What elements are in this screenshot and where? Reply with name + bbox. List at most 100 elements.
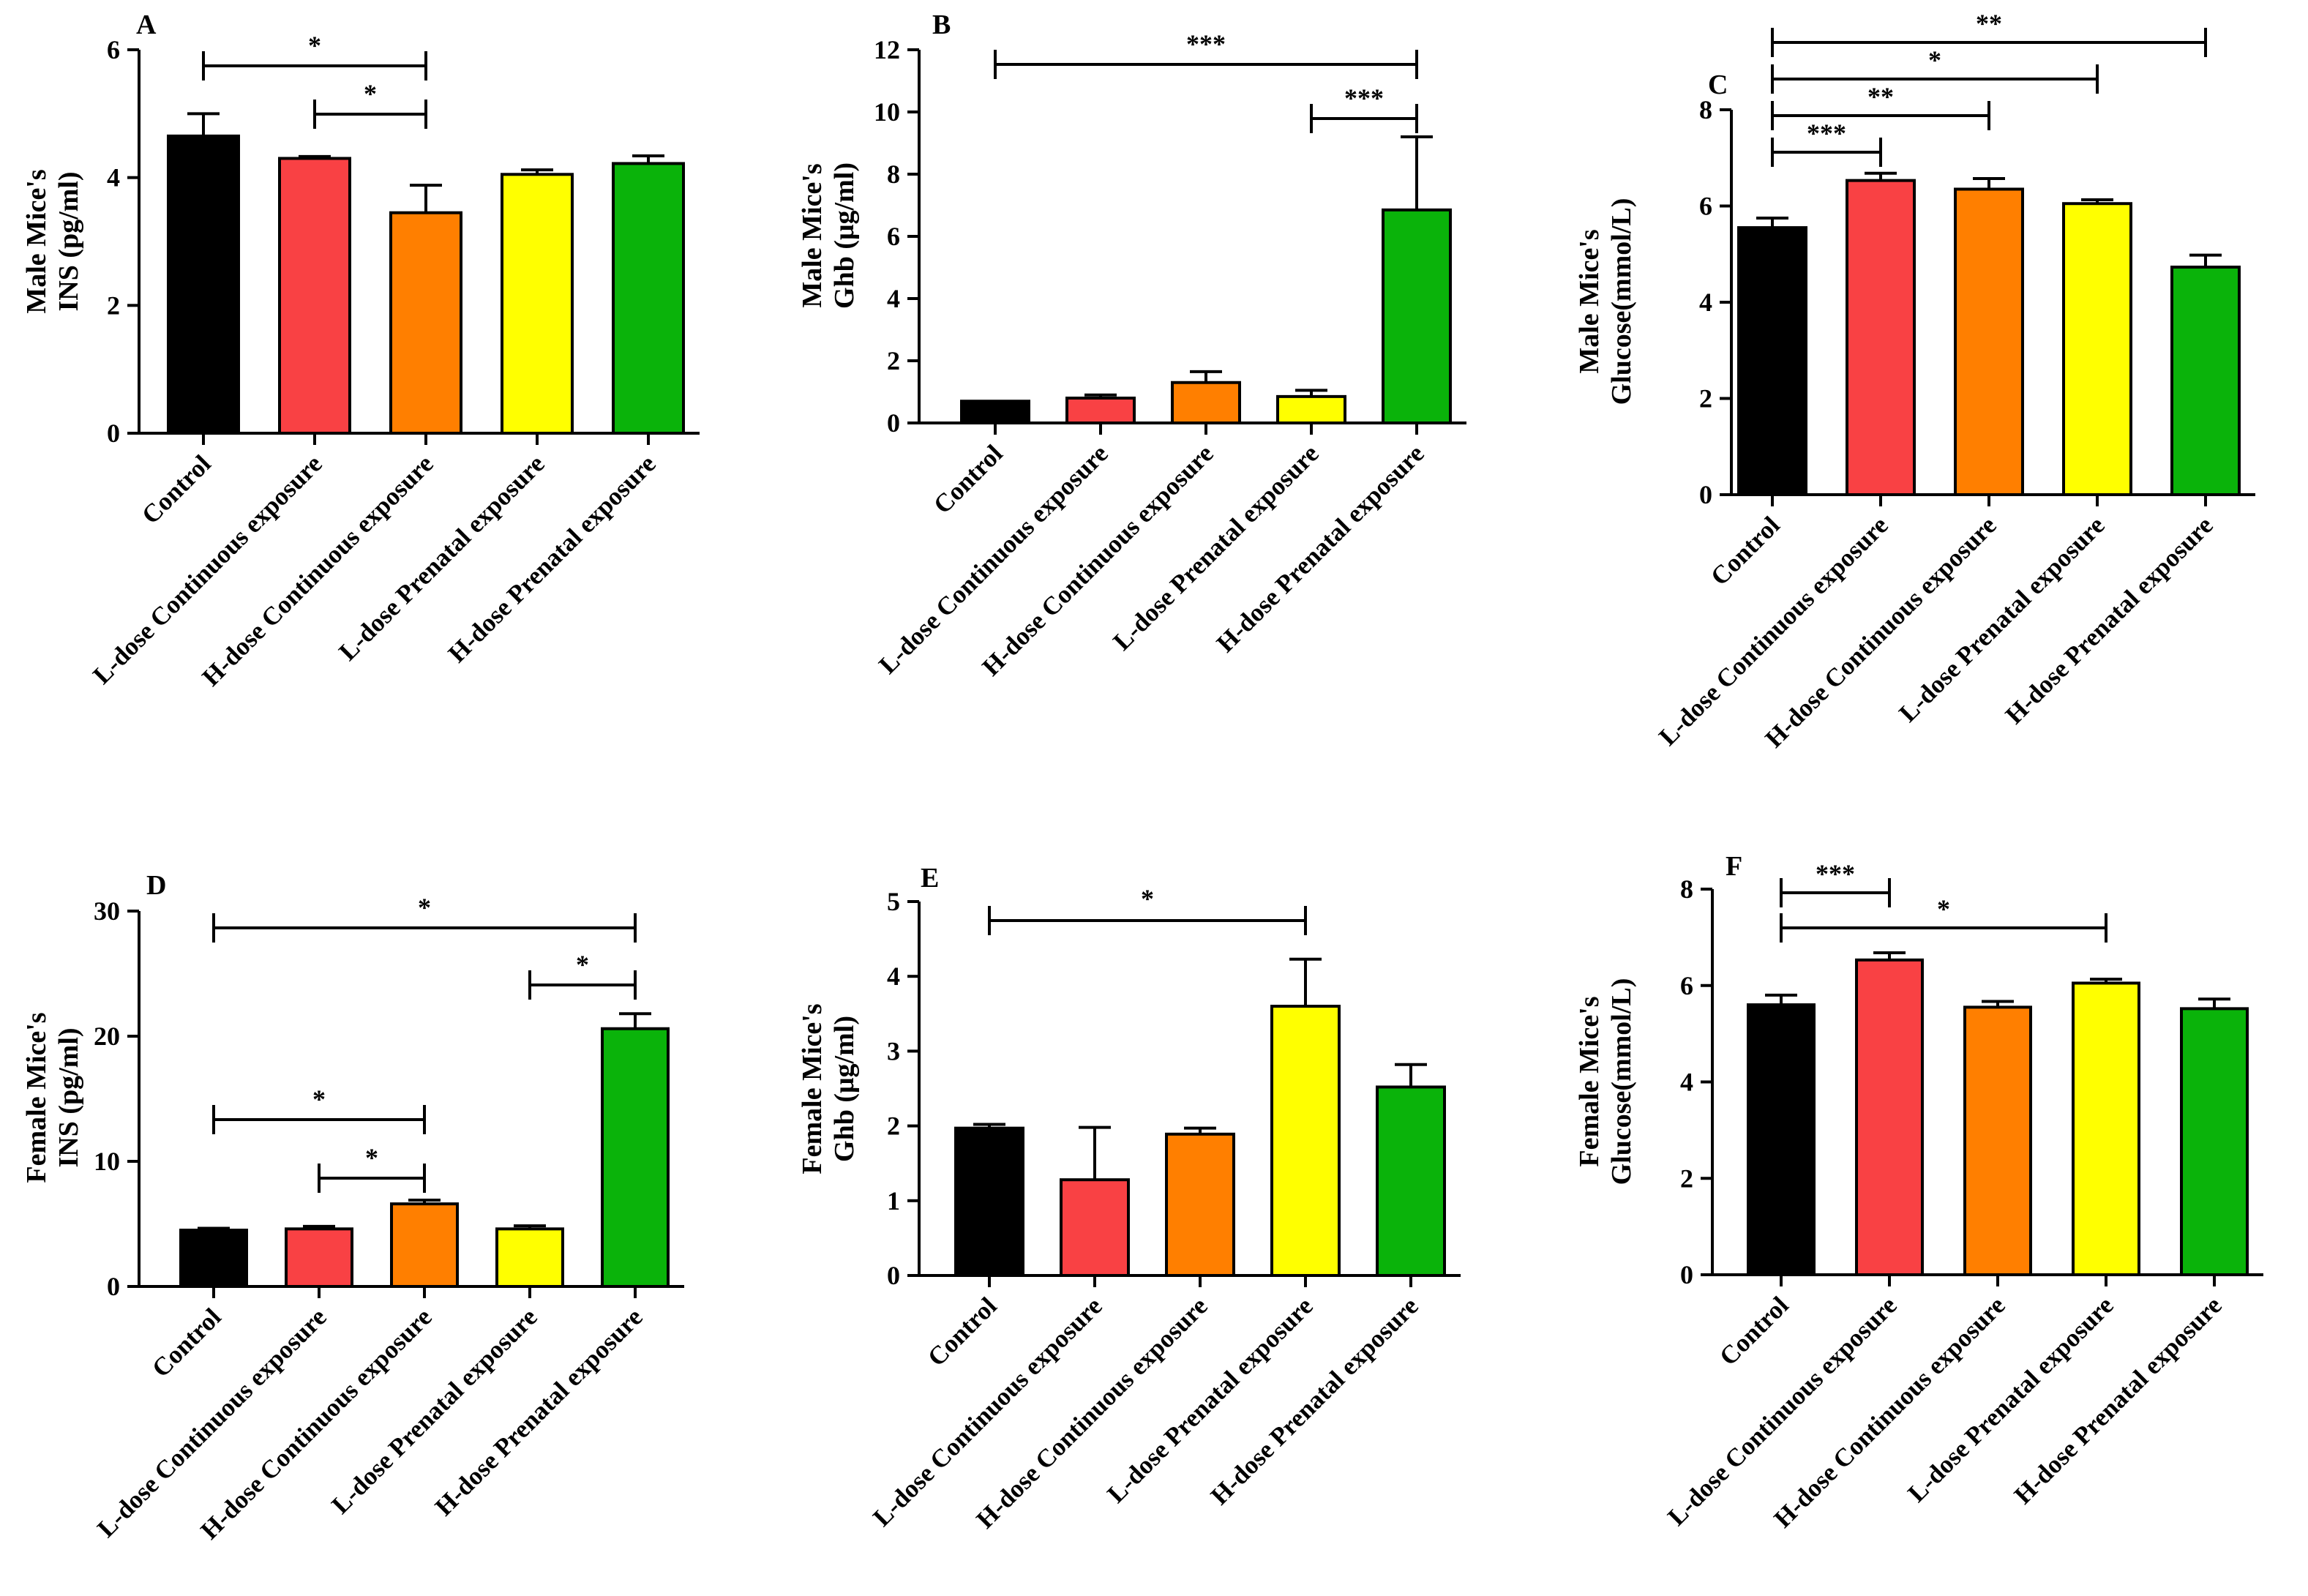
significance-label: * xyxy=(418,893,431,922)
bar xyxy=(954,1126,1024,1278)
y-tick-label: 2 xyxy=(887,346,900,375)
y-tick-label: 0 xyxy=(1680,1260,1693,1289)
significance-label: ** xyxy=(1976,9,2002,38)
x-category-label: Control xyxy=(1714,1291,1794,1371)
significance-bracket xyxy=(202,51,427,80)
y-tick-label: 0 xyxy=(887,1261,900,1290)
significance-label: * xyxy=(1141,884,1154,913)
y-tick-label: 4 xyxy=(1699,288,1712,317)
y-tick-label: 0 xyxy=(107,419,120,448)
y-axis-label-line: Ghb (μg/ml) xyxy=(829,1016,860,1162)
significance-label: * xyxy=(576,950,589,979)
bar xyxy=(179,1229,248,1289)
y-axis-label-line: INS (pg/ml) xyxy=(53,171,84,311)
y-axis-label: Male Mice'sGlucose(mmol/L) xyxy=(1574,198,1637,405)
x-category-label: L-dose Continuous exposure xyxy=(1653,511,1893,751)
significance-label: * xyxy=(364,79,377,108)
bar xyxy=(2062,202,2132,496)
y-axis-label-line: Male Mice's xyxy=(21,169,52,313)
significance-bracket xyxy=(313,100,427,129)
bar xyxy=(1954,187,2024,496)
x-category-label: H-dose Continuous exposure xyxy=(1760,511,2002,753)
bar xyxy=(1165,1132,1235,1278)
x-category-label: H-dose Prenatal exposure xyxy=(430,1303,648,1521)
y-tick-label: 4 xyxy=(107,163,120,192)
x-category-label: L-dose Prenatal exposure xyxy=(326,1303,543,1519)
y-tick-label: 1 xyxy=(887,1186,900,1215)
y-axis-label-line: Ghb (μg/ml) xyxy=(829,162,860,309)
y-tick-label: 0 xyxy=(1699,480,1712,509)
panel-letter: F xyxy=(1726,851,1742,882)
bar xyxy=(1276,394,1346,424)
bar xyxy=(1737,226,1807,496)
y-axis-label-line: Female Mice's xyxy=(21,1012,52,1183)
y-axis-label: Female Mice'sGhb (μg/ml) xyxy=(797,1003,860,1174)
bar xyxy=(1846,179,1916,496)
y-tick-label: 6 xyxy=(887,222,900,251)
y-tick-label: 4 xyxy=(887,284,900,313)
significance-bracket xyxy=(1780,878,1891,907)
panel-letter: E xyxy=(921,863,939,893)
bar xyxy=(278,157,351,435)
y-axis-label-line: INS (pg/ml) xyxy=(53,1027,84,1167)
significance-bracket xyxy=(212,1105,426,1134)
significance-label: * xyxy=(365,1143,378,1172)
y-tick-label: 20 xyxy=(94,1022,120,1051)
y-axis-label: Female Mice'sINS (pg/ml) xyxy=(21,1012,84,1183)
y-axis-label-line: Female Mice's xyxy=(1574,996,1605,1166)
y-tick-label: 5 xyxy=(887,887,900,916)
y-tick-label: 10 xyxy=(94,1147,120,1176)
bar xyxy=(612,162,685,435)
y-tick-label: 3 xyxy=(887,1036,900,1065)
panel-letter: D xyxy=(146,870,166,901)
significance-bracket xyxy=(988,906,1307,935)
x-category-label: Control xyxy=(146,1303,227,1383)
significance-bracket xyxy=(528,970,637,1000)
panel-letter: B xyxy=(932,10,951,40)
y-axis-label-line: Glucose(mmol/L) xyxy=(1606,198,1637,405)
significance-label: * xyxy=(1928,45,1941,75)
significance-label: * xyxy=(308,31,321,60)
bar xyxy=(2180,1007,2249,1276)
panel-f: F 0 2 4 6 8 Female Mice'sGlucose(mmol/L) Contro… xyxy=(1574,851,2263,1533)
y-tick-label: 2 xyxy=(887,1112,900,1141)
x-category-label: Control xyxy=(922,1292,1003,1372)
bar xyxy=(1065,397,1136,424)
bar xyxy=(1747,1003,1816,1276)
y-axis-label: Male Mice'sGhb (μg/ml) xyxy=(797,162,860,309)
bar xyxy=(495,1227,564,1288)
x-category-label: L-dose Continuous exposure xyxy=(87,449,327,689)
significance-bracket xyxy=(1771,28,2207,57)
significance-bracket xyxy=(994,50,1418,79)
y-tick-label: 6 xyxy=(107,35,120,64)
y-tick-label: 6 xyxy=(1699,192,1712,221)
bar xyxy=(167,134,240,435)
bar xyxy=(1171,381,1241,424)
bar xyxy=(2072,981,2140,1277)
y-tick-label: 8 xyxy=(887,160,900,189)
bar xyxy=(1376,1085,1446,1278)
significance-label: *** xyxy=(1186,29,1226,59)
x-category-label: Control xyxy=(928,439,1008,520)
bar xyxy=(389,211,462,435)
significance-label: *** xyxy=(1816,859,1855,888)
bar xyxy=(601,1027,670,1288)
x-category-label: L-dose Prenatal exposure xyxy=(1108,439,1325,656)
y-tick-label: 12 xyxy=(874,35,900,64)
y-tick-label: 4 xyxy=(887,962,900,991)
significance-label: *** xyxy=(1807,119,1846,148)
x-category-label: H-dose Prenatal exposure xyxy=(1211,439,1430,658)
significance-bracket xyxy=(1310,104,1418,133)
y-axis-label: Female Mice'sGlucose(mmol/L) xyxy=(1574,978,1637,1185)
x-category-label: L-dose Continuous exposure xyxy=(91,1303,331,1543)
y-tick-label: 2 xyxy=(1680,1164,1693,1193)
x-category-label: Control xyxy=(136,449,217,530)
x-category-label: H-dose Prenatal exposure xyxy=(1205,1292,1424,1510)
y-axis-label-line: Glucose(mmol/L) xyxy=(1606,978,1637,1185)
x-category-label: H-dose Prenatal exposure xyxy=(2009,1291,2228,1510)
